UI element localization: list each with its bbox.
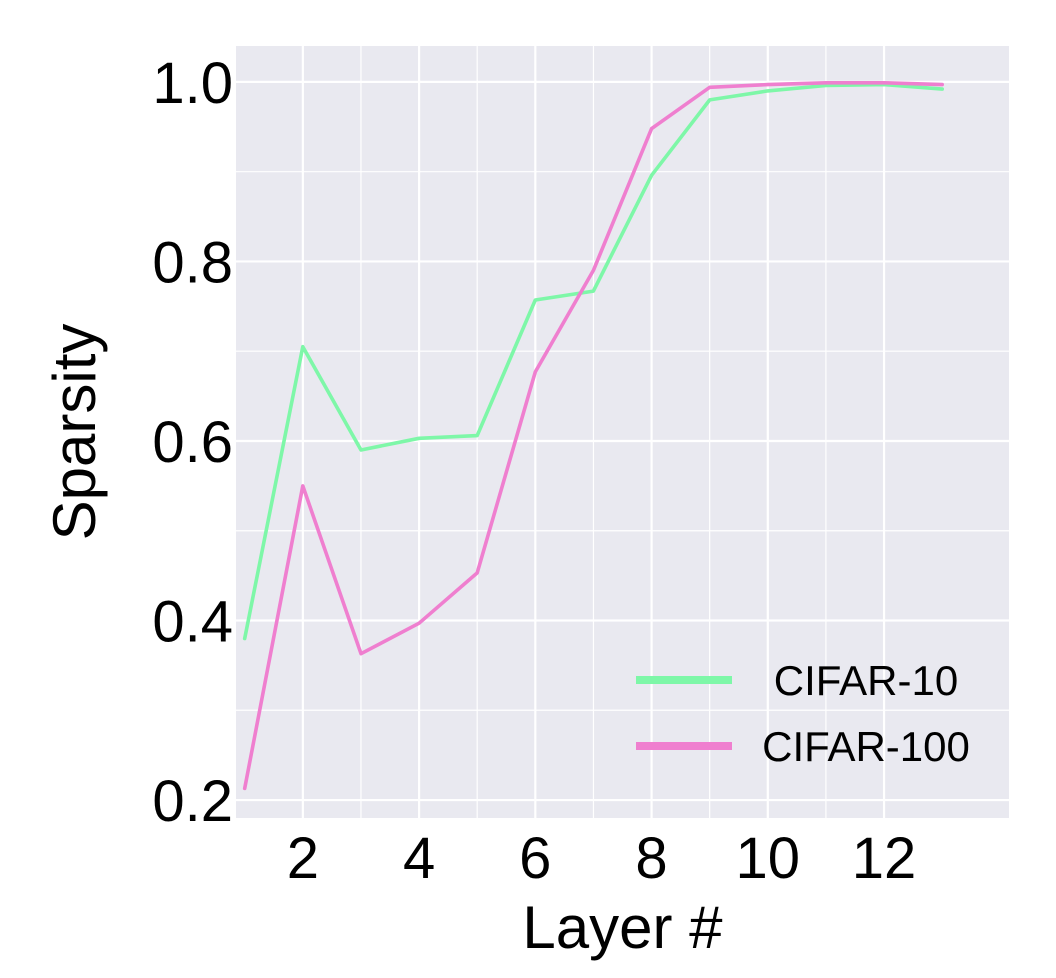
plot-background bbox=[236, 46, 1009, 818]
y-tick-label: 0.8 bbox=[152, 230, 233, 295]
x-tick-labels: 2 4 6 8 10 12 bbox=[287, 826, 917, 891]
x-tick-label: 10 bbox=[736, 826, 801, 891]
y-axis-title: Sparsity bbox=[41, 324, 108, 541]
y-tick-label: 0.6 bbox=[152, 410, 233, 475]
x-tick-label: 6 bbox=[519, 826, 551, 891]
y-tick-label: 1.0 bbox=[152, 51, 233, 116]
x-tick-label: 8 bbox=[635, 826, 667, 891]
series-line-cifar-100 bbox=[242, 81, 945, 791]
y-tick-labels: 0.2 0.4 0.6 0.8 1.0 bbox=[152, 51, 233, 834]
legend-label: CIFAR-10 bbox=[774, 657, 958, 704]
x-axis-title: Layer # bbox=[522, 894, 723, 961]
x-tick-label: 2 bbox=[287, 826, 319, 891]
legend-label: CIFAR-100 bbox=[762, 723, 970, 770]
legend: CIFAR-10 CIFAR-100 bbox=[636, 657, 970, 770]
grid bbox=[236, 46, 1009, 818]
x-tick-label: 4 bbox=[403, 826, 435, 891]
series-layer bbox=[242, 81, 945, 791]
y-tick-label: 0.2 bbox=[152, 769, 233, 834]
x-tick-label: 12 bbox=[852, 826, 917, 891]
series-line-cifar-10 bbox=[242, 82, 945, 641]
y-tick-label: 0.4 bbox=[152, 590, 233, 655]
